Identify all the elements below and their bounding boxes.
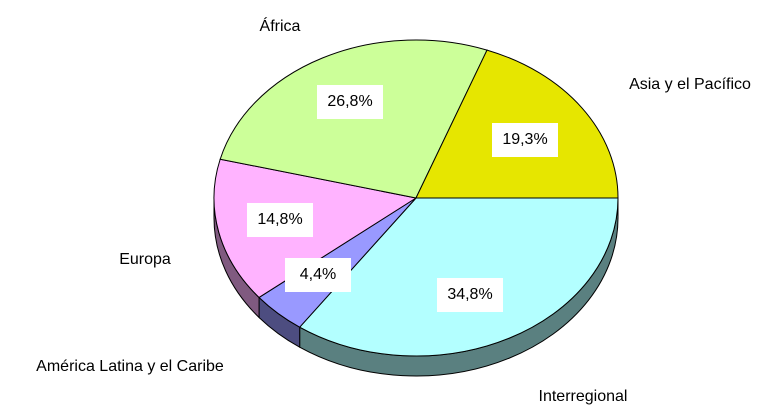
category-label: Asia y el Pacífico <box>629 76 751 93</box>
slice <box>213 158 418 299</box>
category-label: América Latina y el Caribe <box>36 358 224 375</box>
slice <box>298 197 619 357</box>
value-label: 34,8% <box>447 286 492 303</box>
value-label: 14,8% <box>257 211 302 228</box>
value-label: 19,3% <box>502 131 547 148</box>
value-label-box <box>285 258 351 292</box>
value-label-box <box>492 123 558 157</box>
value-label: 4,4% <box>300 266 336 283</box>
value-label-box <box>437 278 503 312</box>
category-label: Europa <box>119 251 171 268</box>
value-label-box <box>247 203 313 237</box>
value-label: 26,8% <box>327 93 372 110</box>
slice <box>219 39 488 199</box>
value-label-box <box>317 85 383 119</box>
category-label: Interregional <box>539 388 628 405</box>
category-label: África <box>260 16 301 35</box>
